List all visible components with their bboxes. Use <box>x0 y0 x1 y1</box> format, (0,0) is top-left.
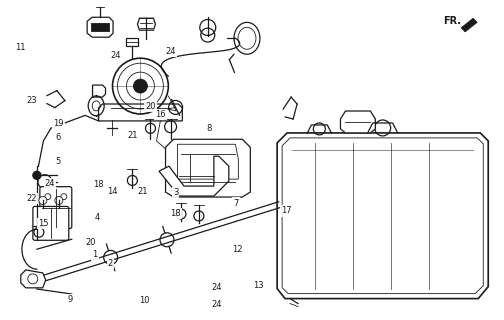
Circle shape <box>45 216 51 221</box>
Text: 6: 6 <box>56 132 61 141</box>
Polygon shape <box>87 17 113 37</box>
Polygon shape <box>341 111 375 133</box>
FancyBboxPatch shape <box>40 187 72 228</box>
Text: 2: 2 <box>108 259 113 268</box>
Polygon shape <box>93 85 105 97</box>
Text: 11: 11 <box>16 43 26 52</box>
Text: 9: 9 <box>68 295 73 304</box>
Circle shape <box>33 171 41 179</box>
Polygon shape <box>277 133 488 299</box>
Text: 8: 8 <box>207 124 212 133</box>
Text: 16: 16 <box>155 110 166 119</box>
Text: 1: 1 <box>93 251 98 260</box>
Polygon shape <box>461 18 477 32</box>
FancyBboxPatch shape <box>33 206 69 240</box>
Polygon shape <box>127 38 139 46</box>
Polygon shape <box>99 104 182 121</box>
Text: 18: 18 <box>93 180 104 189</box>
Text: 4: 4 <box>95 213 100 222</box>
Text: 7: 7 <box>233 198 238 207</box>
Text: 24: 24 <box>45 180 55 188</box>
Text: 24: 24 <box>165 47 176 56</box>
Circle shape <box>45 194 51 200</box>
Text: 24: 24 <box>110 51 120 60</box>
Text: 21: 21 <box>127 131 138 140</box>
Circle shape <box>134 79 147 93</box>
Circle shape <box>61 216 67 221</box>
Text: 23: 23 <box>27 96 37 105</box>
Polygon shape <box>138 18 155 30</box>
Polygon shape <box>165 139 250 197</box>
Text: 24: 24 <box>212 283 222 292</box>
Text: 18: 18 <box>170 209 181 218</box>
Circle shape <box>39 196 47 204</box>
Text: 10: 10 <box>139 296 149 305</box>
Text: 20: 20 <box>85 238 95 247</box>
Text: 24: 24 <box>212 300 222 309</box>
Text: FR.: FR. <box>443 16 461 27</box>
Circle shape <box>55 196 63 204</box>
Text: 3: 3 <box>173 188 178 197</box>
Circle shape <box>61 194 67 200</box>
Text: 5: 5 <box>56 157 61 166</box>
Polygon shape <box>159 156 229 196</box>
Text: 13: 13 <box>253 281 264 290</box>
Text: 21: 21 <box>137 188 148 196</box>
Text: 22: 22 <box>27 194 37 203</box>
Text: 12: 12 <box>232 245 242 254</box>
Text: 15: 15 <box>38 219 49 228</box>
Text: 17: 17 <box>281 206 291 215</box>
Text: 14: 14 <box>107 188 117 196</box>
Polygon shape <box>91 23 109 31</box>
Text: 19: 19 <box>53 119 64 128</box>
Polygon shape <box>21 270 46 288</box>
Polygon shape <box>177 144 238 179</box>
Text: 20: 20 <box>145 102 156 111</box>
